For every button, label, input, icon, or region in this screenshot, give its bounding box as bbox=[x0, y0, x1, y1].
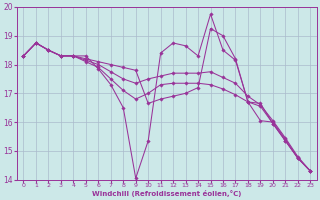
X-axis label: Windchill (Refroidissement éolien,°C): Windchill (Refroidissement éolien,°C) bbox=[92, 190, 242, 197]
